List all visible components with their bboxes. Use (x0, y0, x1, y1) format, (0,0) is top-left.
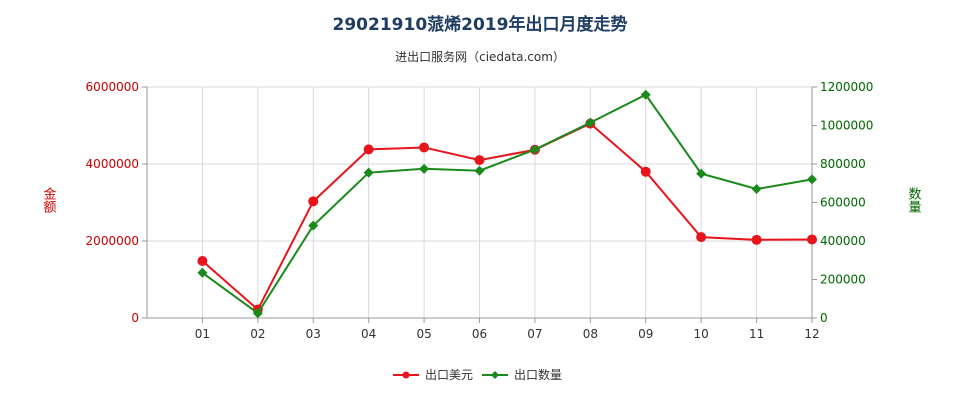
right-tick-label: 600000 (820, 196, 866, 210)
data-point (585, 117, 596, 128)
left-tick-label: 0 (131, 311, 139, 325)
right-tick-label: 400000 (820, 234, 866, 248)
legend-marker (491, 371, 499, 379)
chart-title: 29021910蒎烯2019年出口月度走势 (332, 15, 628, 35)
x-tick-label: 11 (749, 327, 764, 341)
left-axis-title: 金额 (41, 186, 57, 214)
data-point (197, 256, 208, 267)
x-tick-label: 10 (694, 327, 709, 341)
data-point (363, 167, 374, 178)
right-axis-title: 数量 (906, 187, 922, 213)
series-line-1 (201, 122, 813, 312)
data-point (696, 168, 707, 179)
x-tick-label: 04 (361, 327, 376, 341)
data-point (640, 166, 651, 177)
x-tick-label: 05 (416, 327, 431, 341)
legend-label: 出口美元 (425, 368, 473, 382)
x-tick-label: 03 (306, 327, 321, 341)
data-point (252, 308, 263, 319)
right-tick-label: 1200000 (820, 80, 873, 94)
right-tick-label: 200000 (820, 273, 866, 287)
left-tick-label: 2000000 (86, 234, 139, 248)
legend-label: 出口数量 (514, 367, 562, 382)
x-tick-label: 08 (583, 327, 598, 341)
data-point (529, 144, 540, 155)
data-point (197, 267, 208, 278)
left-tick-label: 4000000 (86, 157, 139, 171)
data-point (308, 220, 319, 231)
left-tick-label: 6000000 (86, 80, 139, 94)
x-tick-label: 12 (804, 327, 819, 341)
data-point (474, 165, 485, 176)
data-point (807, 174, 817, 185)
right-tick-label: 0 (820, 311, 828, 325)
data-point (640, 89, 651, 100)
data-point (751, 184, 762, 195)
data-point (419, 142, 430, 153)
data-point (308, 196, 319, 207)
data-point (419, 163, 430, 174)
data-point (751, 234, 762, 245)
x-tick-label: 02 (250, 327, 265, 341)
x-tick-label: 01 (195, 327, 210, 341)
data-point (696, 232, 707, 243)
data-point (807, 234, 817, 245)
series-line-2 (201, 93, 813, 315)
x-tick-label: 07 (527, 327, 542, 341)
right-tick-label: 800000 (820, 157, 866, 171)
right-tick-label: 1000000 (820, 119, 873, 133)
chart-subtitle: 进出口服务网（ciedata.com） (395, 50, 565, 64)
x-tick-label: 09 (638, 327, 653, 341)
legend-marker (402, 371, 410, 379)
x-tick-label: 06 (472, 327, 487, 341)
data-point (474, 155, 485, 166)
data-point (363, 144, 374, 155)
